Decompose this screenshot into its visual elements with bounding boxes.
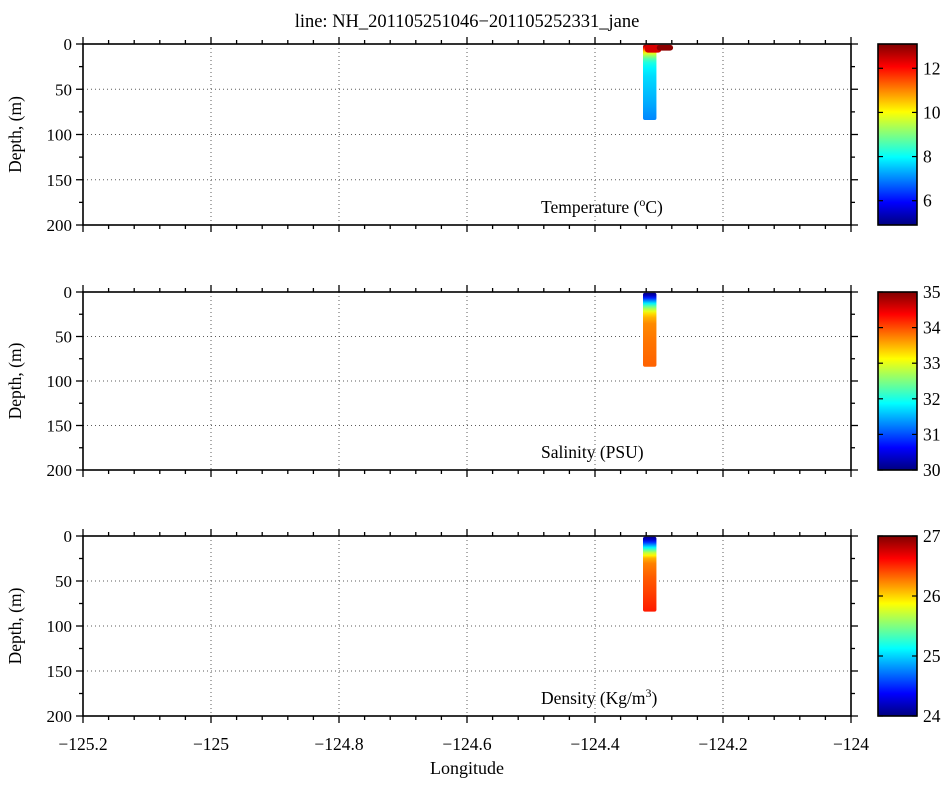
colorbar-tick-label: 26 [923,586,941,606]
temperature-profile-column [643,44,657,121]
density-panel-label: Density (Kg/m3) [541,686,658,708]
colorbar-gradient-salinity [877,291,918,471]
y-tick-label: 0 [64,35,73,54]
subplot-density: 0 50 100 150 200 Density (Kg/m3) [47,527,858,726]
grid-salinity [83,292,851,470]
grid-density [83,536,851,716]
x-tick-label: −124.6 [442,734,491,754]
y-axis-label-salinity: Depth, (m) [5,342,25,419]
y-axis-label-temperature: Depth, (m) [5,96,25,173]
colorbar-ticks-salinity [878,291,917,471]
x-tick-label: −124.4 [570,734,619,754]
colorbar-ticks-density [878,535,917,717]
colorbar-tick-label: 6 [923,191,932,211]
y-tick-label: 200 [47,461,73,480]
y-tick-label: 50 [55,80,72,99]
colorbar-tick-label: 24 [923,706,941,726]
colorbar-tick-label: 31 [923,424,941,444]
ticks-salinity [76,285,858,477]
y-tick-label: 200 [47,707,73,726]
colorbar-tick-label: 10 [923,102,941,122]
y-tick-label: 150 [47,171,73,190]
colorbar-tick-label: 34 [923,318,941,338]
colorbar-tick-label: 25 [923,646,941,666]
density-profile-column [643,536,657,612]
temperature-surface-patch-right [656,44,674,51]
grid-temperature [83,44,851,225]
y-axis-label-density: Depth, (m) [5,587,25,664]
x-tick-label: −124.2 [698,734,747,754]
salinity-panel-label: Salinity (PSU) [541,442,644,462]
y-tick-label: 0 [64,283,73,302]
subplot-temperature: 0 50 100 150 200 Temperature (oC) [47,35,858,235]
colorbar-ticks-temperature [878,67,917,202]
colorbar-tick-label: 12 [923,58,941,78]
colorbar-tick-label: 33 [923,353,941,373]
y-tick-label: 100 [47,617,73,636]
x-tick-label: −125 [193,734,229,754]
subplot-salinity: 0 50 100 150 200 Salinity (PSU) [47,283,858,480]
ticks-density [76,529,858,723]
y-tick-label: 50 [55,328,72,347]
y-tick-label: 100 [47,372,73,391]
y-tick-label: 150 [47,417,73,436]
x-axis-label: Longitude [430,758,504,778]
colorbar-tick-label: 8 [923,147,932,167]
colorbar-temperature: 6 8 10 12 [877,43,941,226]
x-tick-label: −124 [833,734,869,754]
colorbar-tick-label: 30 [923,460,941,480]
y-tick-label: 50 [55,572,72,591]
colorbar-density: 24 25 26 27 [877,526,941,726]
y-tick-label: 0 [64,527,73,546]
x-tick-label: −124.8 [314,734,363,754]
colorbar-tick-label: 35 [923,282,941,302]
y-tick-label: 200 [47,216,73,235]
colorbar-tick-label: 32 [923,389,941,409]
x-tick-label: −125.2 [58,734,107,754]
temperature-panel-label: Temperature (oC) [541,195,663,217]
colorbar-gradient-temperature [877,43,918,226]
ticks-temperature [76,37,858,232]
figure-title: line: NH_201105251046−201105252331_jane [295,12,640,32]
y-tick-label: 150 [47,662,73,681]
y-tick-label: 100 [47,126,73,145]
salinity-profile-column [643,292,657,367]
colorbar-salinity: 30 31 32 33 34 35 [877,282,941,480]
colorbar-gradient-density [877,535,918,717]
colorbar-tick-label: 27 [923,526,941,546]
